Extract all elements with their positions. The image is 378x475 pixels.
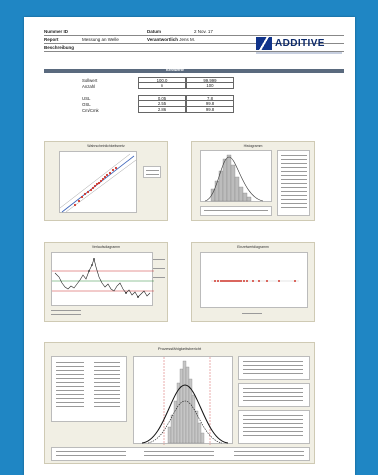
row-value: 99.999	[186, 77, 234, 83]
report-page: Nummer ID Report Messung an Welle Beschr…	[24, 17, 355, 475]
run-chart-graphic	[52, 257, 154, 298]
row-value: n	[138, 83, 186, 89]
row-key: Anzahl	[82, 83, 96, 89]
row-value: 100	[186, 83, 234, 89]
plot-area	[133, 356, 233, 445]
report-value: Messung an Welle	[82, 37, 119, 42]
header-rule	[44, 51, 344, 52]
row-value: 2.86	[138, 107, 186, 113]
stats-box	[277, 150, 310, 216]
header-rule	[44, 43, 344, 44]
legend-box	[143, 166, 161, 178]
process-data-box	[51, 356, 127, 422]
row-value: 2.55	[138, 101, 186, 107]
table-row: OSL 2.55 99.8	[82, 101, 242, 107]
logo-mark-icon	[256, 36, 272, 50]
capability-histogram-graphic	[141, 357, 229, 445]
capability-panel: Prozessfähigkeitsbericht	[44, 342, 315, 464]
table-row: Sollwert 100.0 99.999	[82, 77, 242, 83]
brand-logo: ADDITIVE	[256, 35, 342, 54]
responsible-label: Verantwortlich Jens M.	[147, 37, 196, 42]
potential-capability-box	[238, 410, 310, 444]
header-row-id: Nummer ID	[44, 29, 74, 34]
row-value: 100.0	[138, 77, 186, 83]
row-value: 7.8	[186, 95, 234, 101]
table-row: Anzahl n 100	[82, 83, 242, 89]
row-value: 99.8	[186, 107, 234, 113]
logo-text: ADDITIVE	[275, 37, 325, 49]
header-rule	[44, 35, 344, 36]
date-label: Datum	[147, 29, 162, 34]
overall-capability-box	[238, 383, 310, 407]
table-row: USL 0.05 7.8	[82, 95, 242, 101]
panel-title: Wahrscheinlichkeitsnetz	[87, 144, 125, 148]
plot-area	[51, 252, 154, 306]
panel-title: Verlaufsdiagramm	[91, 245, 121, 249]
table-row: Cm/Cmk 2.86 99.8	[82, 107, 242, 113]
row-key: Cm/Cmk	[82, 107, 99, 113]
dot-plot-panel: Einzelwertdiagramm	[191, 242, 315, 322]
logo-underline	[256, 52, 342, 54]
row-value: 99.8	[186, 101, 234, 107]
histogram-panel: Histogramm	[191, 141, 315, 221]
section-title: Kennwerte	[166, 68, 184, 72]
legend-box	[238, 356, 310, 380]
stats-strip	[200, 206, 272, 216]
probability-plot-graphic	[60, 153, 137, 213]
report-header: Nummer ID Report Messung an Welle Beschr…	[44, 29, 344, 69]
row-value: 0.05	[138, 95, 186, 101]
header-row-report: Report Messung an Welle	[44, 37, 119, 42]
probability-plot-panel: Wahrscheinlichkeitsnetz	[44, 141, 168, 221]
row-key: OSL	[82, 101, 91, 107]
description-label: Beschreibung	[44, 45, 75, 50]
histogram-graphic	[204, 154, 264, 202]
panel-title: Einzelwertdiagramm	[237, 245, 269, 249]
values-table: Sollwert 100.0 99.999 Anzahl n 100 USL 0…	[82, 77, 242, 113]
header-row-description: Beschreibung	[44, 45, 74, 50]
plot-area	[200, 252, 308, 308]
date-value: 2 Nov. 17	[194, 29, 213, 34]
plot-area	[200, 150, 272, 202]
run-chart-panel: Verlaufsdiagramm	[44, 242, 168, 322]
panel-title: Histogramm	[243, 144, 263, 148]
dot-plot-graphic	[211, 280, 299, 282]
report-label: Report	[44, 37, 59, 42]
row-key: Sollwert	[82, 77, 98, 83]
panel-title: Prozessfähigkeitsbericht	[157, 346, 202, 351]
row-key: USL	[82, 95, 91, 101]
id-label: Nummer ID	[44, 29, 69, 34]
plot-area	[59, 151, 137, 213]
section-bar: Kennwerte	[44, 68, 344, 73]
performance-strip	[51, 447, 310, 461]
